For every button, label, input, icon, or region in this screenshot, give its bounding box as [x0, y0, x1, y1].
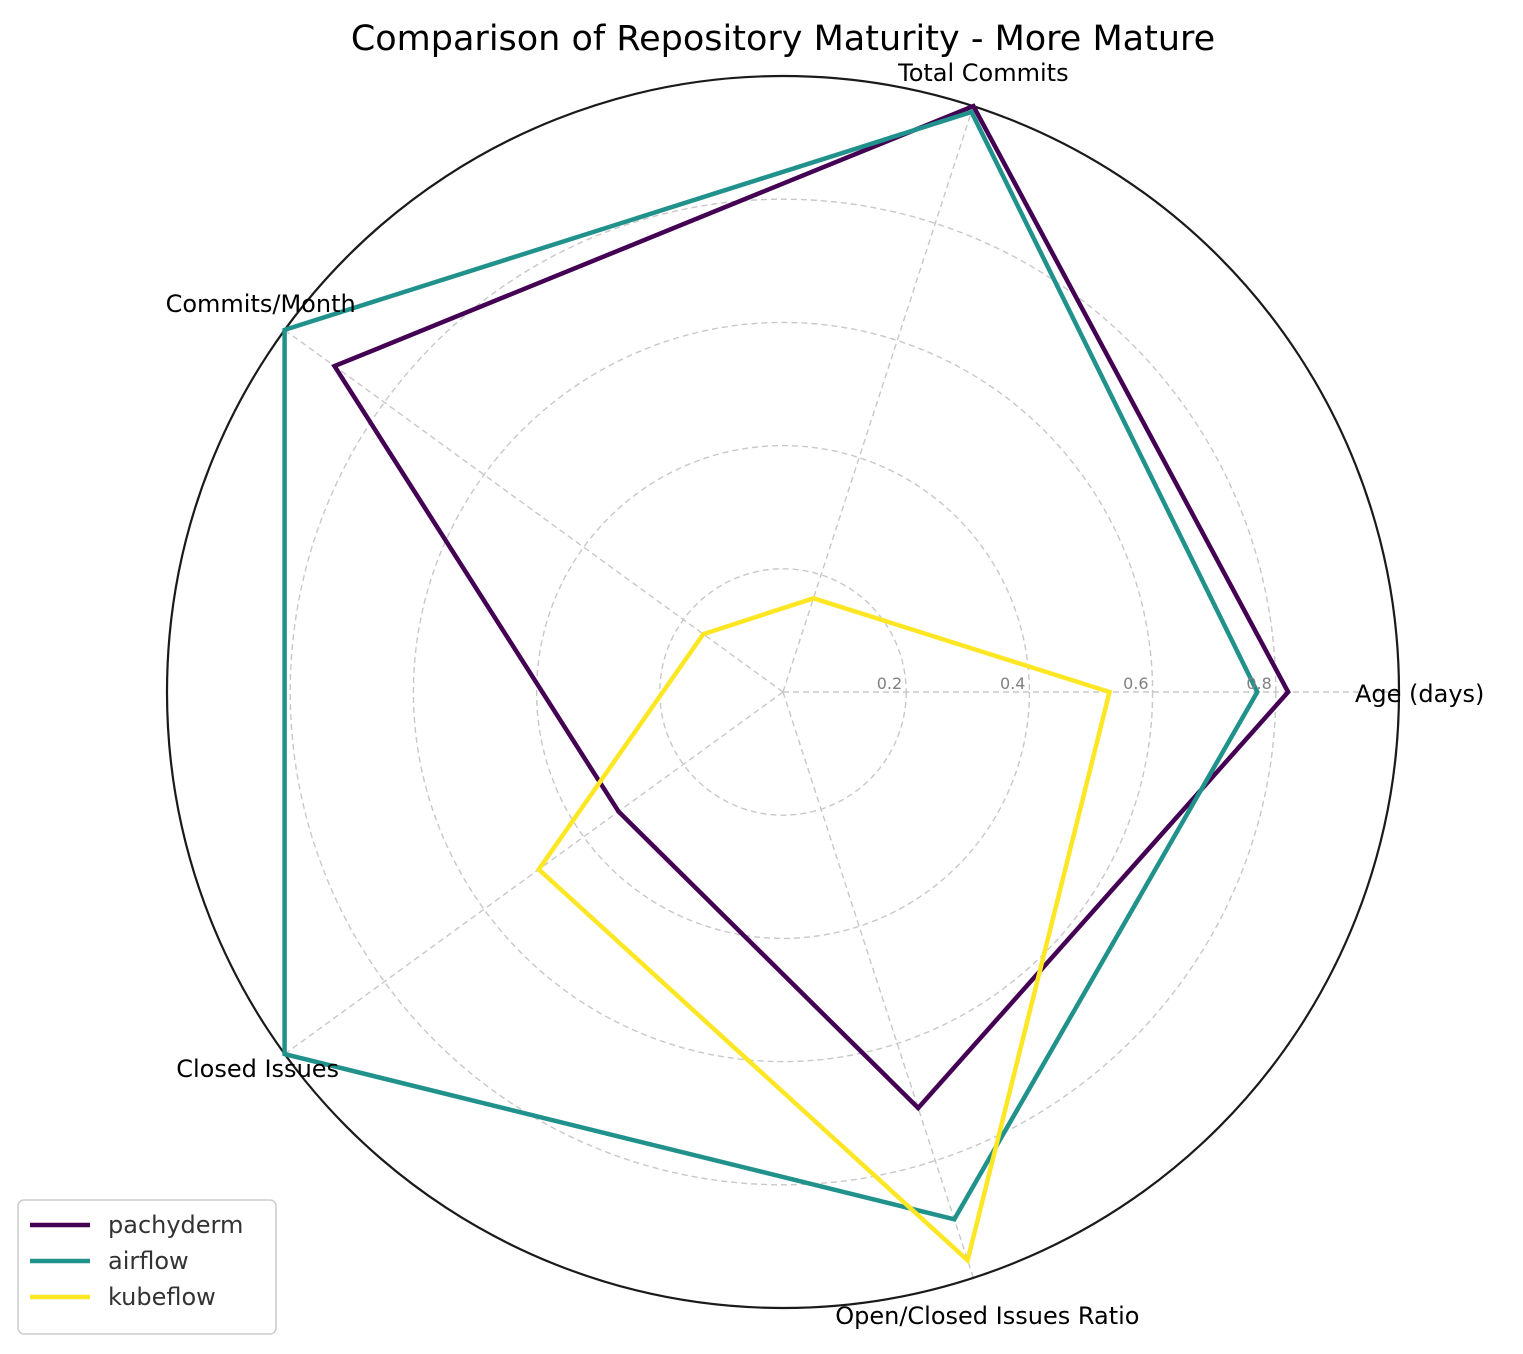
legend-label-kubeflow: kubeflow: [108, 1283, 216, 1311]
legend-label-pachyderm: pachyderm: [108, 1211, 243, 1239]
radial-tick-label: 0.8: [1246, 674, 1271, 693]
grid-spoke: [782, 105, 975, 693]
chart-title: Comparison of Repository Maturity - More…: [351, 19, 1215, 59]
radial-tick-label: 0.6: [1123, 674, 1148, 693]
series-line-airflow: [282, 109, 1260, 1222]
grid-spoke: [284, 691, 784, 1055]
label-layer: 0.2 0.4 0.6 0.8 Age (days) Total Commits Commi…: [166, 59, 1485, 1330]
series-layer: [282, 103, 1291, 1265]
grid-layer: [165, 74, 1401, 1310]
grid-ring: [535, 444, 1031, 940]
axis-label: Closed Issues: [176, 1055, 339, 1083]
legend-box: [17, 1199, 277, 1335]
axis-label: Total Commits: [897, 59, 1068, 87]
legend: pachyderm airflow kubeflow: [17, 1199, 277, 1335]
radial-tick-label: 0.2: [877, 674, 902, 693]
grid-spoke: [782, 691, 975, 1279]
series-line-kubeflow: [535, 595, 1113, 1265]
radial-tick-label: 0.4: [1000, 674, 1025, 693]
grid-spoke: [284, 329, 784, 693]
axis-label: Age (days): [1355, 680, 1484, 708]
legend-label-airflow: airflow: [108, 1247, 189, 1275]
polar-frame: [165, 74, 1401, 1310]
axis-label: Commits/Month: [166, 290, 356, 318]
grid-ring: [412, 321, 1154, 1063]
axis-label: Open/Closed Issues Ratio: [835, 1302, 1139, 1330]
series-line-pachyderm: [331, 103, 1291, 1112]
